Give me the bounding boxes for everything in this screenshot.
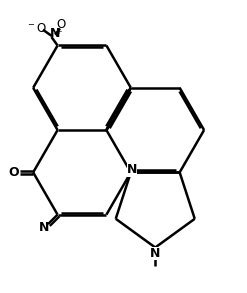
Text: N: N xyxy=(50,27,60,40)
Text: N: N xyxy=(127,163,137,176)
Text: N: N xyxy=(39,221,50,234)
Text: O: O xyxy=(8,166,19,179)
Text: N: N xyxy=(150,247,161,260)
Text: $^+$: $^+$ xyxy=(55,30,63,40)
Text: O: O xyxy=(57,18,66,31)
Text: $^-$O: $^-$O xyxy=(26,22,47,35)
